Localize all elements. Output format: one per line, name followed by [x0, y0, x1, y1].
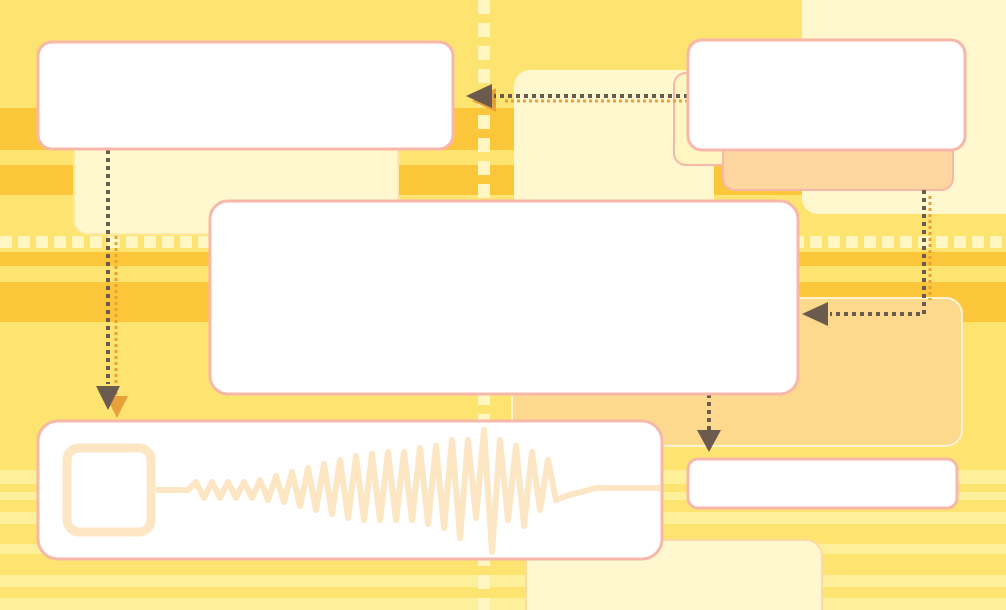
square-icon — [62, 443, 156, 537]
arrowhead — [96, 386, 120, 410]
box-center — [208, 199, 800, 396]
waveform-icon — [156, 427, 660, 555]
box-top-left — [36, 40, 455, 151]
arrowhead — [697, 430, 721, 452]
box-bottom-right — [686, 457, 959, 510]
connectors — [96, 84, 932, 452]
arrowhead — [466, 84, 492, 108]
panel-mid-light — [514, 70, 714, 230]
arrowhead — [802, 302, 828, 326]
box-top-right — [686, 38, 967, 152]
connector-topright-to-center — [830, 190, 926, 316]
box-bottom-left — [36, 419, 664, 561]
